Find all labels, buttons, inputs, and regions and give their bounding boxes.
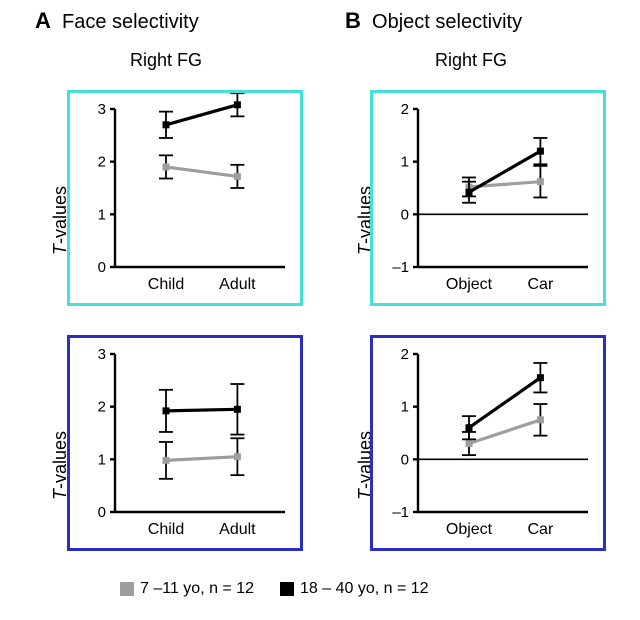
svg-text:2: 2 [401, 346, 409, 363]
svg-text:1: 1 [401, 399, 409, 416]
svg-text:Adult: Adult [219, 276, 256, 293]
svg-text:Car: Car [528, 521, 554, 538]
subtitle-B: Right FG [435, 50, 507, 71]
svg-text:1: 1 [98, 206, 106, 223]
svg-text:Adult: Adult [219, 521, 256, 538]
legend: 7 –11 yo, n = 12 18 – 40 yo, n = 12 [120, 580, 429, 598]
panel-B-bot: –1 0 1 2 Object Car [370, 335, 606, 551]
svg-text:Object: Object [446, 521, 493, 538]
svg-text:0: 0 [401, 451, 409, 468]
svg-text:0: 0 [98, 504, 106, 521]
svg-text:0: 0 [98, 259, 106, 276]
legend-swatch-black [280, 582, 294, 596]
legend-label-2: 18 – 40 yo, n = 12 [300, 580, 429, 598]
panel-B-top: –1 0 1 2 Object Car [370, 90, 606, 306]
svg-text:Child: Child [148, 276, 184, 293]
subtitle-A: Right FG [130, 50, 202, 71]
panel-letter-B: B Object selectivity [345, 8, 522, 34]
legend-swatch-gray [120, 582, 134, 596]
panel-A-bot: 0 1 2 3 Child Adult [67, 335, 303, 551]
panel-letter-A: A Face selectivity [35, 8, 199, 34]
svg-text:–1: –1 [392, 259, 409, 276]
svg-text:Car: Car [528, 276, 554, 293]
svg-text:2: 2 [98, 399, 106, 416]
svg-text:2: 2 [401, 101, 409, 118]
svg-text:3: 3 [98, 101, 106, 118]
svg-text:Child: Child [148, 521, 184, 538]
svg-text:–1: –1 [392, 504, 409, 521]
figure-root: A Face selectivity B Object selectivity … [0, 0, 640, 620]
svg-text:1: 1 [98, 451, 106, 468]
svg-text:0: 0 [401, 206, 409, 223]
svg-text:2: 2 [98, 154, 106, 171]
svg-text:Object: Object [446, 276, 493, 293]
svg-text:1: 1 [401, 154, 409, 171]
svg-text:3: 3 [98, 346, 106, 363]
legend-label-1: 7 –11 yo, n = 12 [140, 580, 254, 598]
panel-A-top: 0 1 2 3 Child Adult [67, 90, 303, 306]
